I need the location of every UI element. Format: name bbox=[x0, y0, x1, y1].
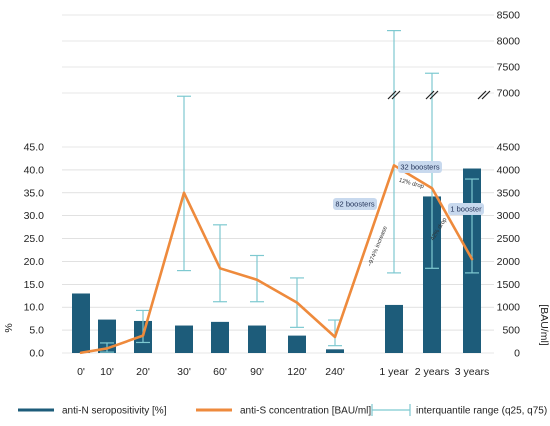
right-tick-label: 500 bbox=[502, 325, 520, 337]
bar bbox=[385, 304, 403, 353]
axis-break-mark bbox=[391, 90, 401, 100]
left-tick-label: 30.0 bbox=[24, 210, 45, 222]
bar bbox=[326, 349, 344, 353]
right-tick-label: 8500 bbox=[497, 10, 521, 22]
axis-break-mark bbox=[387, 90, 397, 100]
axis-break-mark bbox=[425, 90, 435, 100]
bar bbox=[288, 335, 306, 353]
left-axis-title: % bbox=[3, 323, 15, 332]
axis-break-mark bbox=[477, 90, 487, 100]
right-tick-label: 3000 bbox=[497, 210, 521, 222]
annotation-box bbox=[448, 203, 484, 215]
left-tick-label: 25.0 bbox=[24, 233, 45, 245]
x-tick-label: 60' bbox=[213, 366, 227, 378]
x-tick-label: 1 year bbox=[379, 366, 409, 378]
errorbar-series bbox=[100, 30, 479, 353]
right-tick-label: 7000 bbox=[497, 88, 521, 100]
annotation-note: 12% drop bbox=[398, 178, 425, 191]
right-axis-title: [BAU/ml] bbox=[538, 304, 550, 346]
right-tick-label: 2000 bbox=[497, 256, 521, 268]
right-tick-label: 1500 bbox=[497, 279, 521, 291]
right-tick-label: 4000 bbox=[497, 164, 521, 176]
x-tick-label: 120' bbox=[287, 366, 307, 378]
left-axis: 0.0 5.0 10.0 15.0 20.0 25.0 30.0 35.0 40.0 45.0% bbox=[3, 142, 44, 360]
bar bbox=[175, 325, 193, 353]
right-axis: 0 500 1000 1500 2000 2500 3000 3500 4000 4500 7000… bbox=[387, 10, 550, 360]
annotation-box bbox=[398, 161, 442, 173]
legend: anti-N seropositivity [%] anti-S concentr… bbox=[18, 404, 547, 417]
right-tick-label: 3500 bbox=[497, 187, 521, 199]
bar bbox=[72, 293, 90, 353]
x-tick-label: 90' bbox=[250, 366, 264, 378]
bar-series bbox=[72, 168, 481, 353]
left-tick-label: 15.0 bbox=[24, 279, 45, 291]
bar bbox=[211, 321, 229, 353]
x-tick-label: 3 years bbox=[455, 366, 489, 378]
right-tick-label: 4500 bbox=[497, 142, 521, 154]
right-tick-label: 8000 bbox=[497, 36, 521, 48]
axis-break-mark bbox=[481, 90, 491, 100]
left-tick-label: 45.0 bbox=[24, 142, 45, 154]
legend-label: anti-S concentration [BAU/ml] bbox=[240, 406, 371, 417]
right-tick-label: 7500 bbox=[497, 62, 521, 74]
bar bbox=[423, 196, 441, 353]
left-tick-label: 35.0 bbox=[24, 187, 45, 199]
legend-label: interquantile range (q25, q75) bbox=[416, 406, 547, 417]
left-tick-label: 0.0 bbox=[29, 348, 44, 360]
bar bbox=[98, 319, 116, 353]
axis-break-mark bbox=[429, 90, 439, 100]
right-tick-label: 1000 bbox=[497, 302, 521, 314]
gridlines bbox=[62, 14, 494, 354]
left-tick-label: 5.0 bbox=[29, 325, 44, 337]
left-tick-label: 40.0 bbox=[24, 164, 45, 176]
x-tick-label: 20' bbox=[136, 366, 150, 378]
x-axis: 0' 10' 20' 30' 60' 90' 120' 240' 1 year 2 years 3 … bbox=[77, 366, 489, 378]
annotation-box bbox=[333, 198, 377, 210]
annotation-label: 82 boosters bbox=[335, 200, 374, 209]
x-tick-label: 10' bbox=[100, 366, 114, 378]
left-tick-label: 20.0 bbox=[24, 256, 45, 268]
annotation-label: 1 booster bbox=[450, 205, 482, 214]
legend-label: anti-N seropositivity [%] bbox=[62, 406, 167, 417]
x-tick-label: 240' bbox=[325, 366, 345, 378]
bar bbox=[248, 325, 266, 353]
right-tick-label: 2500 bbox=[497, 233, 521, 245]
x-tick-label: 30' bbox=[177, 366, 191, 378]
right-tick-label: 0 bbox=[514, 348, 520, 360]
left-tick-label: 10.0 bbox=[24, 302, 45, 314]
x-tick-label: 2 years bbox=[415, 366, 449, 378]
annotation-label: 32 boosters bbox=[400, 163, 439, 172]
x-tick-label: 0' bbox=[77, 366, 85, 378]
